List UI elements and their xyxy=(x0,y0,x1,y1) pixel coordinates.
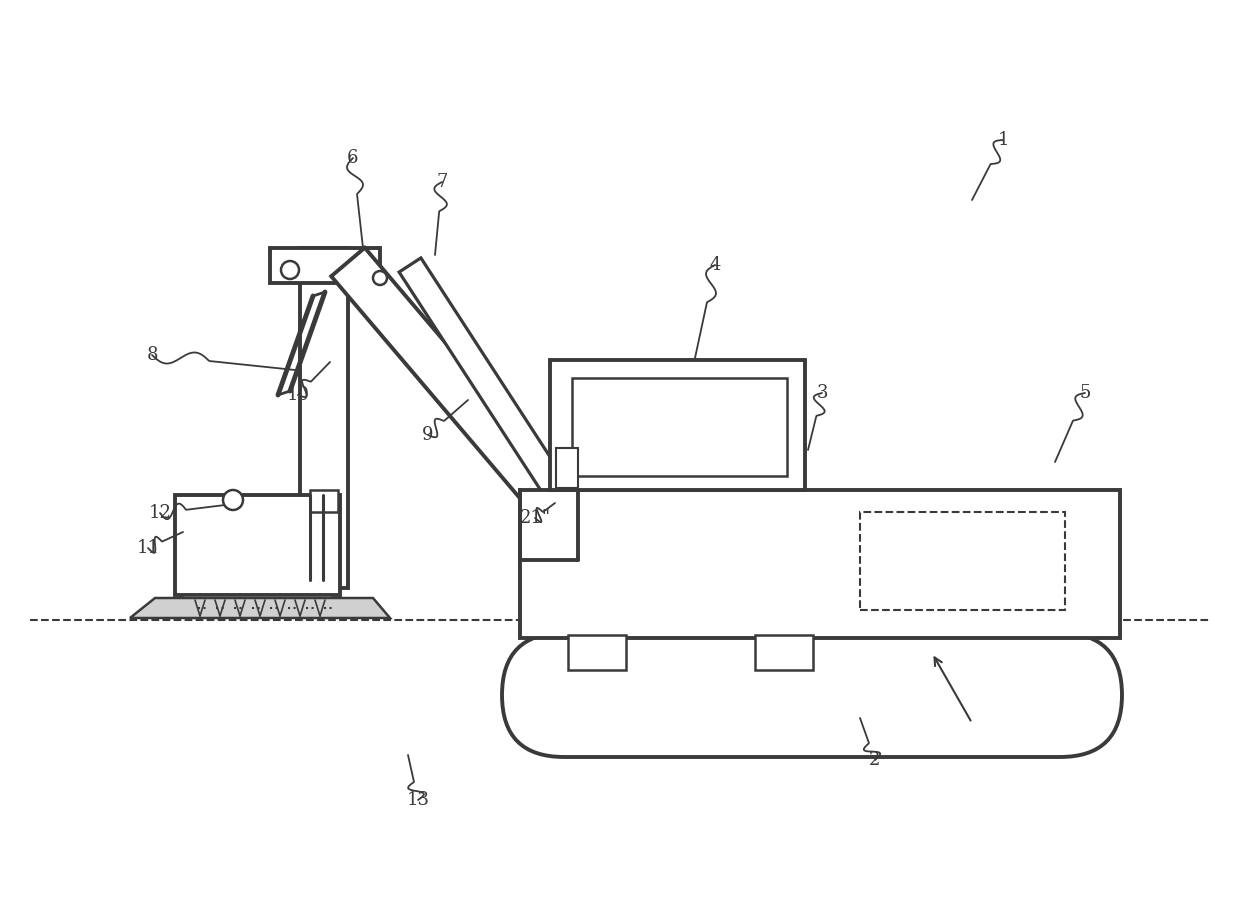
Bar xyxy=(755,635,813,670)
Circle shape xyxy=(281,261,299,279)
Bar xyxy=(572,378,787,476)
Bar xyxy=(520,490,1120,638)
Polygon shape xyxy=(331,247,569,516)
Text: 11: 11 xyxy=(136,539,160,557)
Polygon shape xyxy=(399,258,569,500)
Circle shape xyxy=(223,490,243,510)
Bar xyxy=(556,448,578,488)
Bar xyxy=(861,512,1065,610)
Text: 2: 2 xyxy=(869,751,880,769)
Text: 21": 21" xyxy=(520,509,551,527)
Bar xyxy=(310,490,339,512)
Text: 9: 9 xyxy=(423,426,434,444)
Text: 3: 3 xyxy=(816,384,828,402)
FancyBboxPatch shape xyxy=(502,633,1122,757)
Text: 6: 6 xyxy=(347,149,358,167)
Bar xyxy=(300,248,348,588)
Text: 5: 5 xyxy=(1079,384,1091,402)
Text: 1: 1 xyxy=(997,131,1009,149)
Polygon shape xyxy=(130,598,391,618)
Bar xyxy=(175,495,340,595)
Bar xyxy=(551,360,805,490)
Bar xyxy=(568,635,626,670)
Text: 10: 10 xyxy=(286,386,310,404)
Text: 4: 4 xyxy=(709,256,720,274)
Bar xyxy=(270,248,379,283)
Text: 13: 13 xyxy=(407,791,429,809)
Circle shape xyxy=(373,271,387,285)
Text: 12: 12 xyxy=(149,504,171,522)
Text: 7: 7 xyxy=(436,173,448,191)
Bar xyxy=(182,595,332,617)
Text: 8: 8 xyxy=(146,346,157,364)
